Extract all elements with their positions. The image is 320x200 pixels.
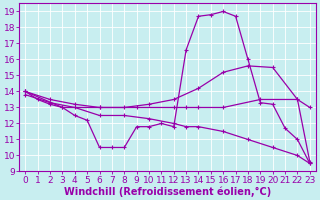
X-axis label: Windchill (Refroidissement éolien,°C): Windchill (Refroidissement éolien,°C): [64, 186, 271, 197]
